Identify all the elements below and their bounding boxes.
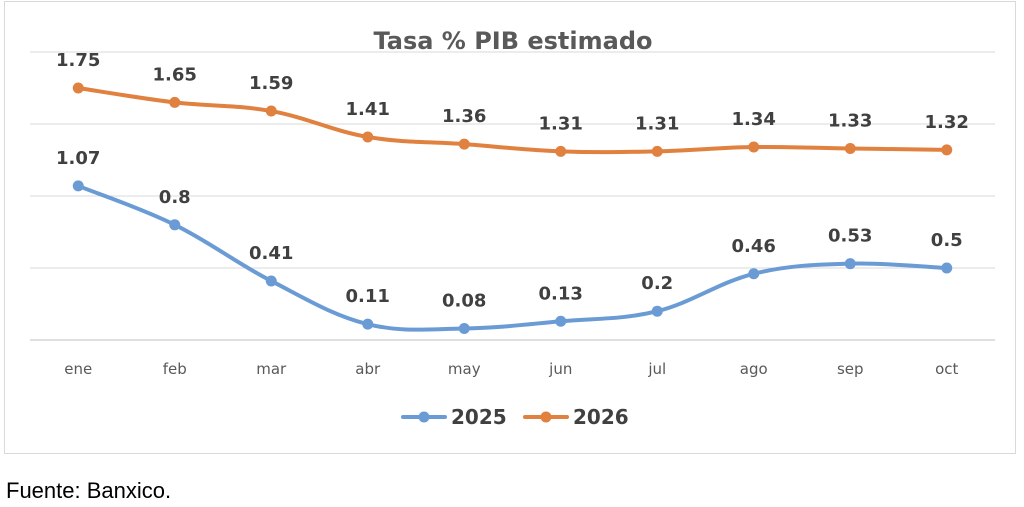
data-point-2026 xyxy=(72,82,84,94)
data-label-2026: 1.34 xyxy=(732,109,776,130)
series-line-2026 xyxy=(76,86,949,155)
gridlines xyxy=(30,51,995,341)
data-label-2025: 0.11 xyxy=(346,286,390,307)
x-tick-label: ago xyxy=(740,360,768,378)
legend-marker-2025 xyxy=(418,411,430,423)
x-tick-label: feb xyxy=(163,360,187,378)
data-label-2026: 1.31 xyxy=(635,113,679,134)
data-labels: 1.07 0.8 0.41 0.11 0.08 0.13 0.2 0.46 0.53 0.5 1.7… xyxy=(56,50,969,311)
data-label-2026: 1.36 xyxy=(442,106,486,127)
data-label-2025: 1.07 xyxy=(56,148,100,169)
data-point-2025 xyxy=(844,258,856,270)
data-point-2025 xyxy=(651,305,663,317)
data-point-2025 xyxy=(169,219,181,231)
data-point-2026 xyxy=(651,145,663,157)
series-line-2025 xyxy=(76,183,949,332)
data-label-2026: 1.33 xyxy=(828,110,872,131)
legend: 2025 2026 xyxy=(401,405,629,429)
x-tick-label: oct xyxy=(935,360,958,378)
data-label-2025: 0.13 xyxy=(539,283,583,304)
data-label-2026: 1.41 xyxy=(346,99,390,120)
source-note: Fuente: Banxico. xyxy=(6,478,172,503)
data-point-2026 xyxy=(748,141,760,153)
data-point-2026 xyxy=(458,138,470,150)
data-point-2025 xyxy=(362,318,374,330)
data-point-2026 xyxy=(169,96,181,108)
data-point-2026 xyxy=(555,145,567,157)
x-tick-label: may xyxy=(448,360,481,378)
line-chart: Tasa % PIB estimado ene feb mar abr may jun ju… xyxy=(30,27,995,429)
data-label-2026: 1.65 xyxy=(153,64,197,85)
x-axis-ticks: ene feb mar abr may jun jul ago sep oct xyxy=(64,360,958,378)
x-tick-label: jul xyxy=(647,360,666,378)
x-tick-label: sep xyxy=(837,360,864,378)
chart-frame: Tasa % PIB estimado ene feb mar abr may jun ju… xyxy=(4,1,1016,454)
data-point-2025 xyxy=(555,315,567,327)
data-label-2026: 1.59 xyxy=(249,73,293,94)
x-tick-label: abr xyxy=(355,360,381,378)
data-label-2025: 0.8 xyxy=(159,187,191,208)
x-tick-label: mar xyxy=(256,360,287,378)
data-label-2025: 0.53 xyxy=(828,226,872,247)
series-lines xyxy=(72,82,953,334)
chart-title: Tasa % PIB estimado xyxy=(373,27,652,55)
data-point-2026 xyxy=(265,105,277,117)
data-label-2025: 0.5 xyxy=(931,230,963,251)
data-point-2025 xyxy=(458,322,470,334)
x-tick-label: ene xyxy=(64,360,92,378)
data-point-2026 xyxy=(941,144,953,156)
legend-marker-2026 xyxy=(540,411,552,423)
data-point-2025 xyxy=(265,275,277,287)
data-point-2025 xyxy=(748,268,760,280)
data-label-2025: 0.08 xyxy=(442,290,486,311)
data-label-2025: 0.2 xyxy=(641,273,673,294)
data-point-2026 xyxy=(844,142,856,154)
data-label-2026: 1.75 xyxy=(56,50,100,71)
data-label-2026: 1.32 xyxy=(925,112,969,133)
x-tick-label: jun xyxy=(548,360,572,378)
data-point-2025 xyxy=(941,262,953,274)
legend-label-2025: 2025 xyxy=(451,405,507,429)
data-point-2026 xyxy=(362,131,374,143)
data-label-2025: 0.41 xyxy=(249,243,293,264)
data-point-2025 xyxy=(72,180,84,192)
data-label-2026: 1.31 xyxy=(539,113,583,134)
legend-label-2026: 2026 xyxy=(573,405,629,429)
data-label-2025: 0.46 xyxy=(732,236,776,257)
